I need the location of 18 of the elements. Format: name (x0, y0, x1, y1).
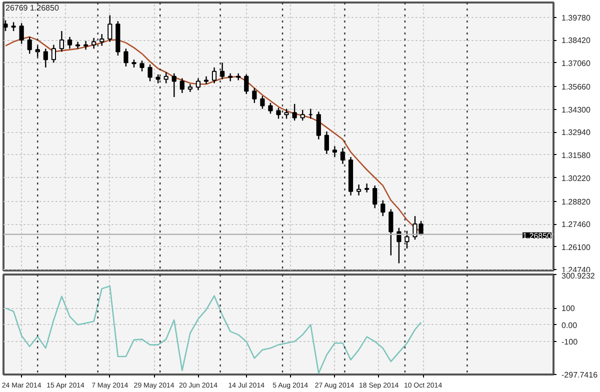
y-tick-label: 1.31580 (562, 150, 591, 160)
y-tick-label: 1.37060 (562, 58, 591, 68)
y-tick-label: 1.39780 (562, 13, 591, 22)
y-tick-label: 1.35660 (562, 82, 591, 92)
y-tick-label: 1.28820 (562, 197, 591, 206)
y-tick-label: 1.30220 (562, 174, 591, 183)
y-tick-label: 0.00 (562, 320, 578, 330)
y-tick-label: 300.9232 (562, 272, 596, 280)
ref-line-label: 1.26850 (522, 231, 552, 240)
y-tick-label: 1.26100 (562, 242, 591, 252)
y-tick-label: 100 (562, 304, 576, 314)
y-tick-label: 1.32940 (562, 128, 591, 138)
y-tick-label: 1.38420 (562, 36, 591, 46)
y-tick-label: -100 (562, 337, 578, 346)
y-tick-label: 1.34300 (562, 105, 591, 114)
annotation: 26769 1.26850 (6, 4, 60, 12)
y-tick-label: 1.27460 (562, 220, 591, 230)
y-tick-label: -297.7416 (562, 370, 598, 380)
